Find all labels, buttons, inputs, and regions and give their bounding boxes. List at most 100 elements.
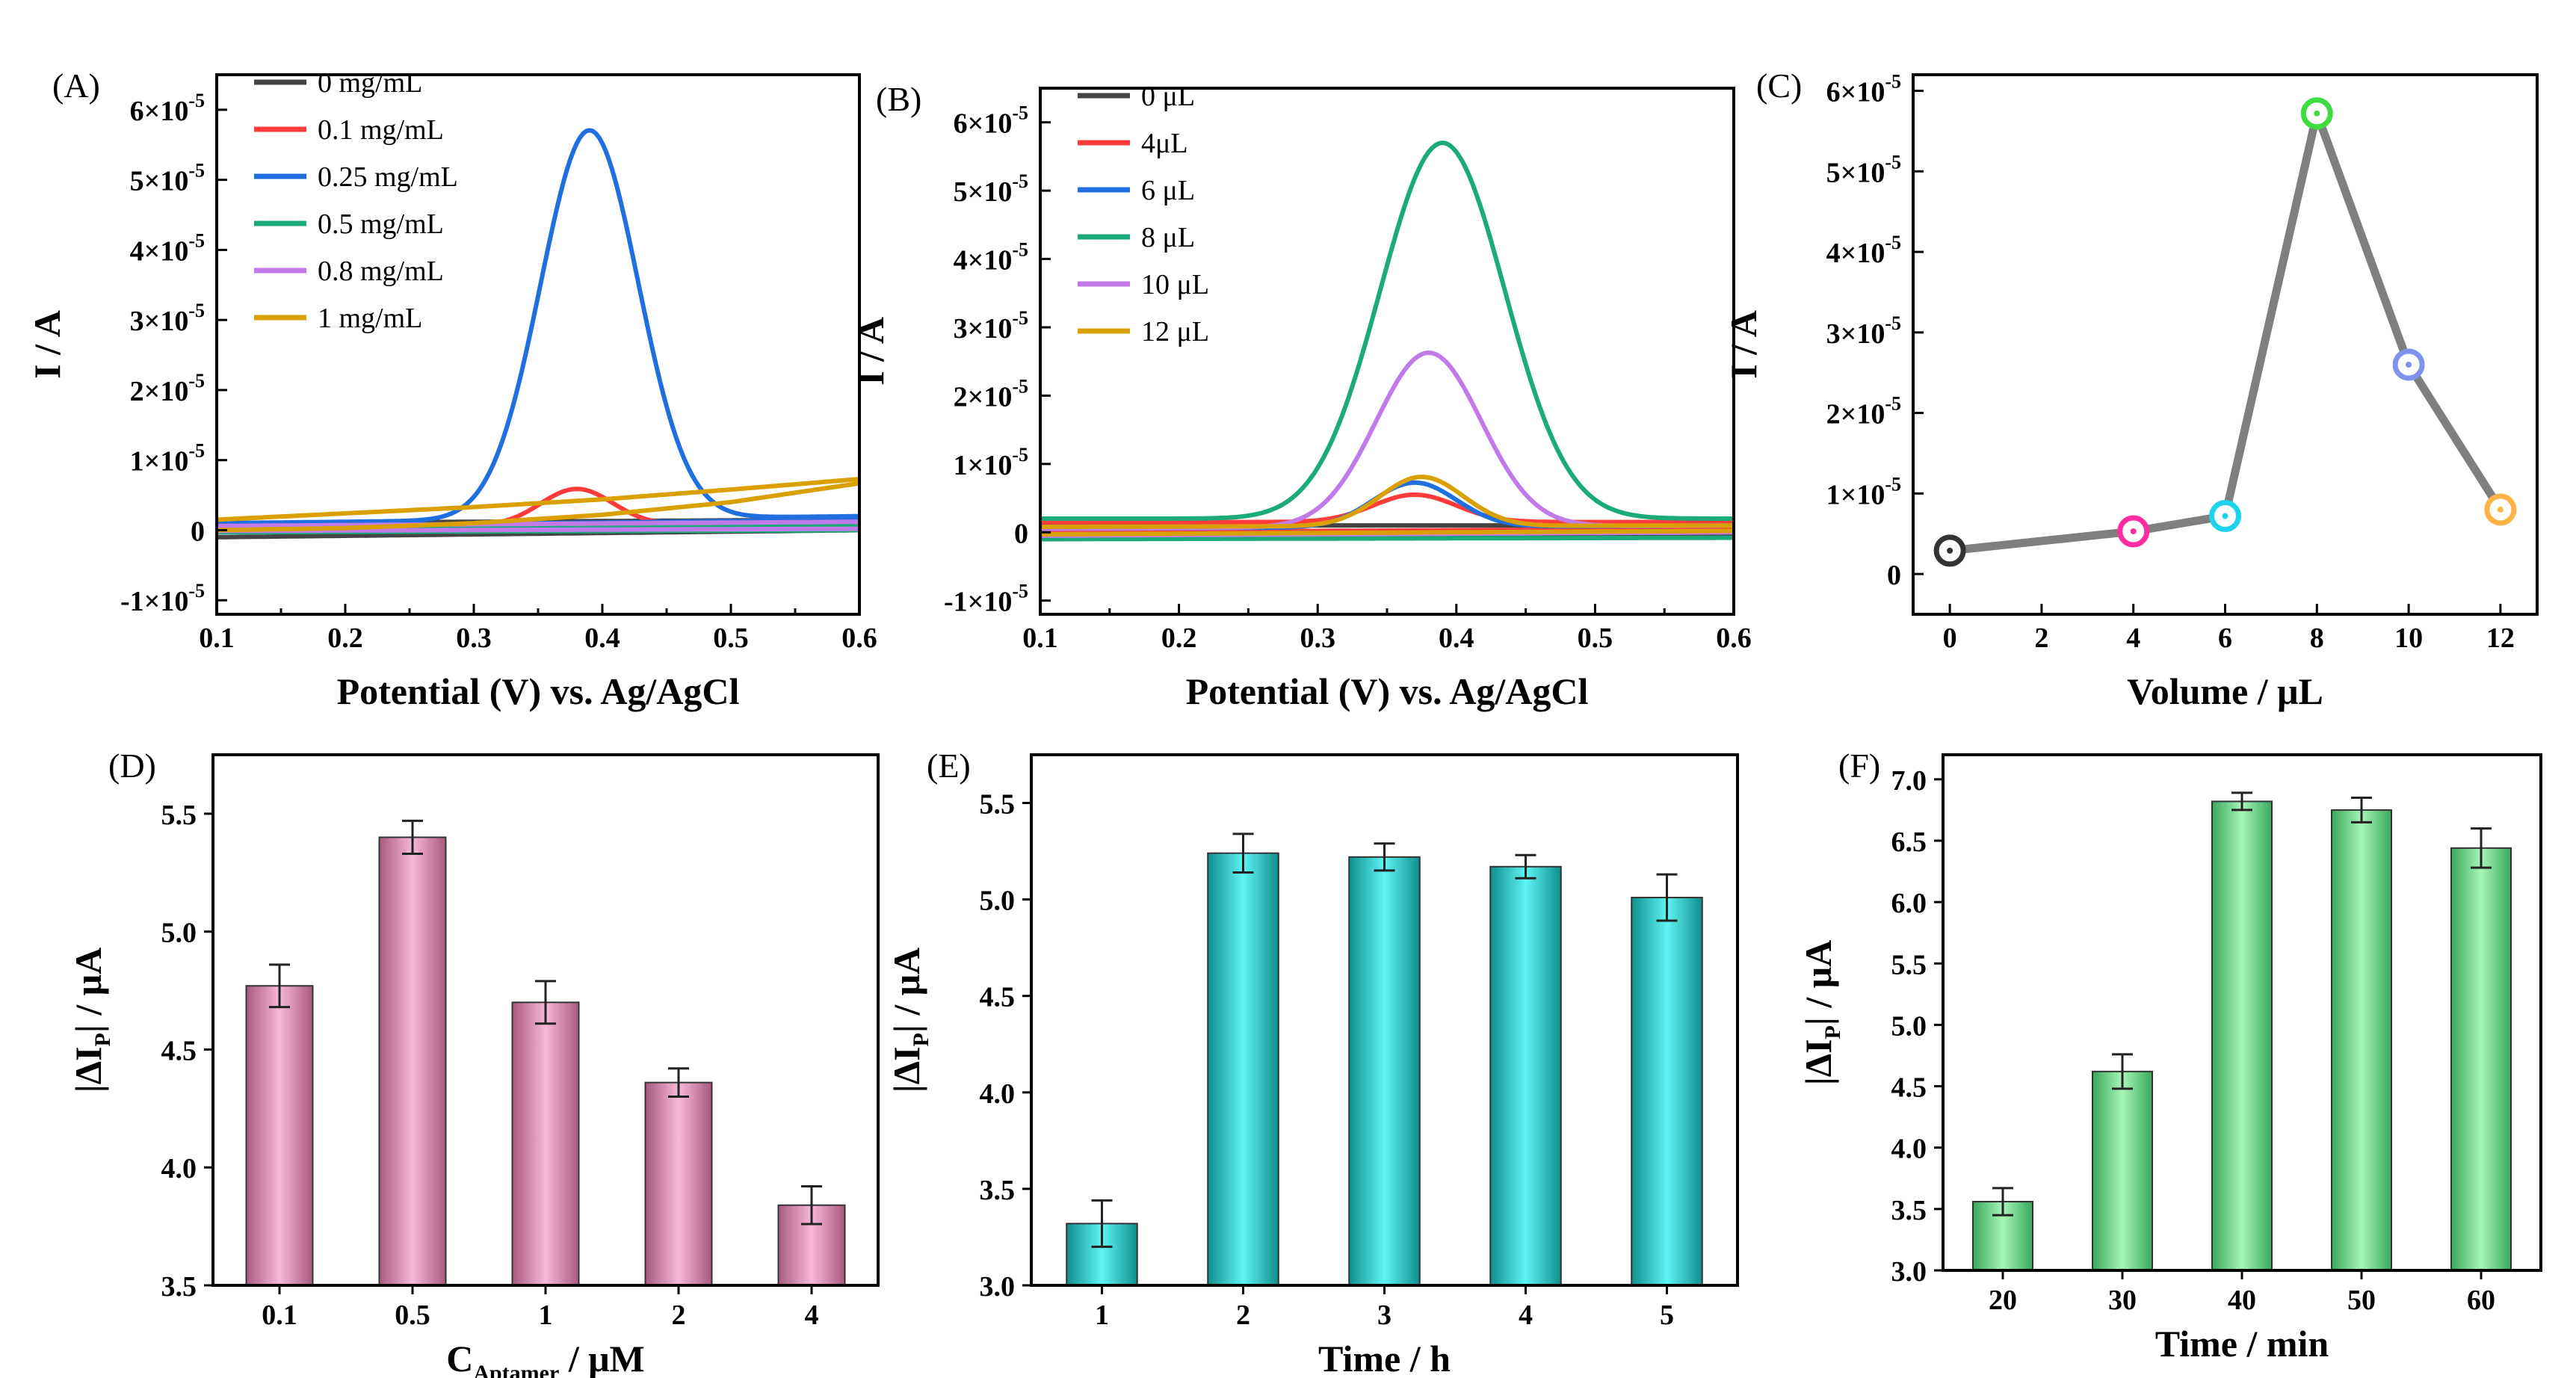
legend-label: 6 μL bbox=[1141, 175, 1195, 206]
y-tick-label: 6×10-5 bbox=[1826, 71, 1901, 108]
y-axis-label: |ΔIP| / μA bbox=[67, 948, 115, 1093]
y-tick-label: 2×10-5 bbox=[1826, 393, 1901, 430]
x-axis-label: Potential (V) vs. Ag/AgCl bbox=[1186, 670, 1589, 712]
y-tick-base: 5×10 bbox=[1826, 157, 1885, 188]
x-axis-label-main: Time / h bbox=[1318, 1338, 1451, 1378]
series-line-reverse bbox=[216, 481, 860, 533]
y-tick-label: 3.0 bbox=[980, 1271, 1016, 1303]
data-point-center bbox=[2406, 361, 2412, 368]
y-tick-exponent: -5 bbox=[188, 160, 205, 182]
data-point-center bbox=[1947, 547, 1953, 554]
y-axis-label: I / A bbox=[1723, 310, 1764, 379]
y-tick-label: 4×10-5 bbox=[1826, 232, 1901, 269]
data-point-center bbox=[2130, 528, 2137, 535]
x-tick-label: 6 bbox=[2218, 622, 2232, 654]
bar bbox=[2211, 800, 2273, 1271]
bar bbox=[1348, 856, 1421, 1286]
x-tick-label: 0.3 bbox=[1300, 622, 1335, 654]
x-axis-label: Time / min bbox=[2155, 1323, 2329, 1365]
chart-panel-c: (C)0 2 4 6 8 10 1201×10-52×10-53×10-54×10-55×1… bbox=[1723, 67, 2539, 712]
x-axis-label: Potential (V) vs. Ag/AgCl bbox=[337, 670, 740, 712]
y-axis-label: |ΔIP| / μA bbox=[886, 948, 933, 1093]
legend-label: 10 μL bbox=[1141, 269, 1209, 300]
y-tick-base: -1×10 bbox=[120, 586, 188, 617]
y-tick-label: 1×10-5 bbox=[1826, 473, 1901, 510]
y-axis-label: I / A bbox=[850, 317, 892, 386]
y-tick-label: 4×10-5 bbox=[954, 239, 1028, 276]
y-tick-label: 2×10-5 bbox=[954, 375, 1028, 413]
y-tick-label: 0 bbox=[1887, 560, 1901, 591]
y-tick-label: 6.5 bbox=[1891, 827, 1927, 858]
bar bbox=[2092, 1070, 2153, 1272]
y-tick-exponent: -5 bbox=[1012, 375, 1028, 397]
x-tick-label: 4 bbox=[805, 1300, 819, 1331]
y-tick-base: 3×10 bbox=[130, 306, 189, 337]
series-line-forward bbox=[1040, 475, 1735, 529]
series-5 bbox=[1040, 475, 1735, 537]
y-tick-base: 5×10 bbox=[954, 176, 1013, 208]
chart-panel-b: (B)0.1 0.2 0.3 0.4 0.5 0.6-1×10-501×10-52×10-… bbox=[850, 80, 1752, 712]
y-tick-label: 5.5 bbox=[161, 800, 197, 831]
bar bbox=[511, 1001, 580, 1287]
data-point-center bbox=[2222, 513, 2228, 519]
y-tick-exponent: -5 bbox=[1012, 307, 1028, 329]
y-tick-base: 6×10 bbox=[130, 96, 189, 127]
series-line-forward bbox=[1040, 492, 1734, 525]
y-tick-base: 1×10 bbox=[954, 450, 1013, 481]
series-5 bbox=[216, 477, 860, 533]
y-tick-base: 1×10 bbox=[130, 446, 189, 478]
plot-frame bbox=[1030, 753, 1739, 1287]
y-tick-base: 0 bbox=[191, 516, 205, 547]
y-axis-label-tail: | / μA bbox=[886, 948, 927, 1033]
legend-label: 0.25 mg/mL bbox=[318, 161, 458, 193]
x-tick-label: 0.2 bbox=[327, 622, 363, 654]
x-tick-label: 0.1 bbox=[199, 622, 235, 654]
y-tick-label: 5.5 bbox=[980, 789, 1016, 821]
y-tick-label: 4×10-5 bbox=[130, 229, 205, 267]
x-tick-label: 2 bbox=[2034, 622, 2048, 654]
y-tick-exponent: -5 bbox=[188, 580, 205, 602]
panel-label: (A) bbox=[52, 67, 100, 105]
series-line-forward bbox=[217, 128, 860, 526]
y-tick-label: 0 bbox=[1014, 518, 1028, 549]
series-line-reverse bbox=[1040, 528, 1734, 537]
bar bbox=[644, 1081, 713, 1286]
x-tick-label: 0.1 bbox=[1022, 622, 1058, 654]
y-tick-label: 3×10-5 bbox=[130, 300, 205, 337]
y-tick-exponent: -5 bbox=[1012, 581, 1028, 602]
x-tick-label: 12 bbox=[2486, 622, 2515, 654]
y-tick-label: 5×10-5 bbox=[130, 160, 205, 197]
x-axis-label-sub: Aptamer bbox=[473, 1361, 559, 1378]
bar bbox=[2450, 847, 2512, 1272]
y-axis-label: |ΔIP| / μA bbox=[1797, 940, 1845, 1086]
y-tick-label: 1×10-5 bbox=[130, 440, 205, 478]
legend-label: 8 μL bbox=[1141, 222, 1195, 253]
y-axis-label-sub: P bbox=[1820, 1025, 1845, 1039]
y-tick-base: 2×10 bbox=[130, 376, 189, 407]
plot-frame bbox=[211, 753, 880, 1287]
plot-frame bbox=[1942, 753, 2542, 1272]
y-tick-base: 5×10 bbox=[130, 166, 189, 197]
panel-label: (E) bbox=[927, 747, 971, 785]
y-tick-exponent: -5 bbox=[1885, 151, 1901, 173]
y-tick-label: 0 bbox=[191, 516, 205, 547]
x-axis-label: Time / h bbox=[1318, 1338, 1451, 1378]
x-tick-label: 8 bbox=[2310, 622, 2324, 654]
y-tick-label: 5.5 bbox=[1891, 949, 1927, 980]
legend-label: 0.5 mg/mL bbox=[318, 208, 444, 240]
x-tick-label: 1 bbox=[1095, 1300, 1109, 1331]
y-tick-base: 3×10 bbox=[954, 313, 1013, 344]
y-axis-label-tail: | / μA bbox=[1797, 940, 1839, 1025]
y-tick-label: 4.5 bbox=[980, 982, 1016, 1013]
y-tick-label: 5.0 bbox=[161, 918, 197, 949]
y-tick-label: 4.5 bbox=[1891, 1072, 1927, 1104]
bar bbox=[1489, 865, 1562, 1286]
y-tick-base: -1×10 bbox=[944, 587, 1012, 618]
x-tick-label: 0.2 bbox=[1161, 622, 1197, 654]
y-tick-label: 6×10-5 bbox=[130, 90, 205, 127]
bar bbox=[378, 836, 447, 1286]
y-tick-label: 5×10-5 bbox=[1826, 151, 1901, 188]
y-tick-label: 5.0 bbox=[980, 886, 1016, 917]
y-tick-label: 3.5 bbox=[161, 1271, 197, 1303]
